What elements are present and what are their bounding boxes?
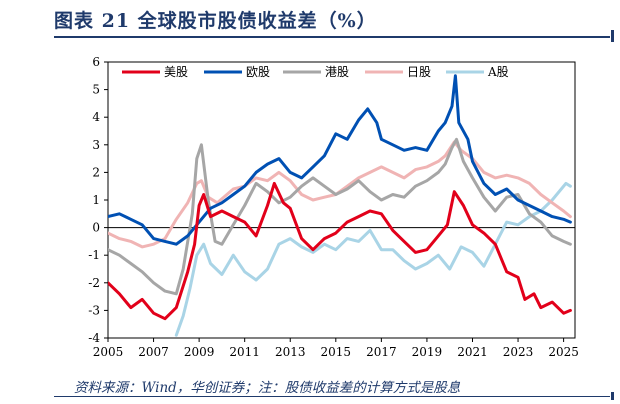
y-tick-label: -1 [88,248,100,262]
legend-label: 港股 [325,65,349,79]
legend-label: 美股 [164,65,188,79]
title-divider [54,36,610,38]
x-tick-label: 2009 [184,345,215,359]
right-edge-foot-mark [611,392,614,400]
y-tick-label: -4 [88,331,100,345]
series-line-1 [108,74,572,246]
x-tick-label: 2013 [275,345,306,359]
y-tick-label: -2 [88,276,100,290]
page-title: 图表 21 全球股市股债收益差（%） [54,10,377,32]
legend: 美股 欧股 港股 日股 A股 [122,65,509,79]
y-tick-label: 5 [92,83,100,97]
x-tick-label: 2017 [366,345,397,359]
x-tick-label: 2025 [548,345,579,359]
x-tick-label: 2023 [503,345,534,359]
y-tick-label: 1 [92,193,100,207]
y-tick-label: 2 [92,165,100,179]
series-lines [108,74,572,337]
footer-divider [54,396,610,397]
legend-label: 欧股 [246,65,270,79]
y-tick-label: 0 [92,221,100,235]
series-line-4 [174,181,572,337]
x-tick-label: 2007 [138,345,169,359]
x-tick-label: 2005 [93,345,124,359]
legend-label: 日股 [407,65,431,79]
y-tick-label: -3 [88,303,100,317]
x-tick-label: 2011 [229,345,260,359]
x-tick-label: 2015 [321,345,352,359]
x-tick-label: 2019 [412,345,443,359]
source-note: 资料来源：Wind，华创证券；注：股债收益差的计算方式是股息 [74,380,461,396]
legend-label: A股 [487,65,509,79]
right-edge-mark [611,30,614,42]
y-tick-label: 4 [92,110,100,124]
series-line-0 [108,181,572,321]
y-tick-label: 6 [92,55,100,69]
y-tick-label: 3 [92,138,100,152]
x-tick-label: 2021 [457,345,488,359]
